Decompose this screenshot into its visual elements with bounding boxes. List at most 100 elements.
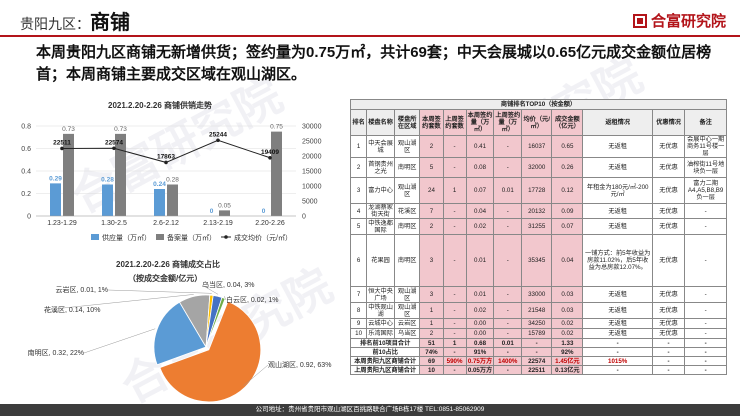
table-row: 8 中铁观山湖 观山湖区 1-0.02-21548 0.03 无返租 无优惠 - xyxy=(349,302,727,319)
table-cell: - xyxy=(684,302,727,319)
table-cell: 8 xyxy=(349,302,368,319)
legend-label: 备案量（万㎡） xyxy=(167,233,216,242)
supply-bar-label: 0 xyxy=(210,208,214,215)
category-label: 商铺 xyxy=(90,12,130,34)
summary-cell: - xyxy=(684,356,727,366)
table-cell: - xyxy=(493,302,523,319)
table-header-cell: 成交金额（亿元） xyxy=(551,109,584,136)
x-tick-label: 1.23-1.29 xyxy=(47,220,77,227)
summary-cell: 1.33 xyxy=(551,338,584,348)
record-bar xyxy=(219,210,230,216)
record-bar-label: 0.73 xyxy=(62,126,75,133)
price-point xyxy=(60,146,64,151)
pie-slice-label: 观山湖区, 0.92, 63% xyxy=(268,360,331,369)
supply-bar xyxy=(50,183,61,216)
table-cell: 中铁观山湖 xyxy=(366,302,395,319)
table-header-cell: 排名 xyxy=(349,109,368,136)
table-cell: - xyxy=(493,318,523,329)
x-tick-label: 2.13-2.19 xyxy=(203,220,233,227)
table-cell: 观山湖区 xyxy=(393,177,421,204)
supply-sales-chart: 2021.2.20-2.26 商铺供销走势 0 0.2 0.4 0.6 0.8 0 5000 1… xyxy=(21,100,322,242)
table-header-cell: 楼盘名称 xyxy=(366,109,395,136)
x-tick-label: 2.6-2.12 xyxy=(153,220,179,227)
table-cell: 31255 xyxy=(521,218,553,235)
table-cell: 一铺方式：前5年收益为房款11.02%，后5年收益为总房款12.07%。 xyxy=(582,234,653,287)
table-row: 6 花果园 南明区 3-0.01-35345 0.04 一铺方式：前5年收益为房款11.0… xyxy=(349,234,727,287)
summary-cell: 590% xyxy=(442,356,467,366)
table-cell: 无优惠 xyxy=(651,234,686,287)
summary-cell: 91% xyxy=(465,347,495,357)
summary-cell: - xyxy=(684,347,727,357)
table-cell: 云岩区 xyxy=(393,318,421,329)
table-cell: 3 xyxy=(419,234,444,287)
summary-cell: 0.75万方 xyxy=(465,356,495,366)
right-tick-label: 30000 xyxy=(302,124,322,131)
table-cell: 观山湖区 xyxy=(393,302,421,319)
price-point-label: 22574 xyxy=(105,139,123,146)
summary-cell: - xyxy=(521,347,553,357)
table-header-cell: 优惠情况 xyxy=(651,109,686,136)
table-cell: 无优惠 xyxy=(651,177,686,204)
summary-cell: 92% xyxy=(551,347,584,357)
price-point-label: 19409 xyxy=(261,149,279,156)
table-header-cell: 均价（元/㎡） xyxy=(521,109,553,136)
table-cell: 0.03 xyxy=(551,302,584,319)
table-cell: 1 xyxy=(442,177,467,204)
summary-cell: - xyxy=(442,347,467,357)
table-cell: 南明区 xyxy=(393,234,421,287)
page-title: 贵阳九区：商铺 xyxy=(20,6,130,35)
table-cell: 0.02 xyxy=(551,318,584,329)
table-header-cell: 本周签约套数 xyxy=(419,109,444,136)
table-row: 7 恒大中央广场 观山湖区 3-0.01-33000 0.03 无返租 无优惠 - xyxy=(349,286,727,303)
table-cell: 无优惠 xyxy=(651,318,686,329)
summary-cell: - xyxy=(582,338,653,348)
record-bar-label: 0.73 xyxy=(114,126,127,133)
summary-label: 排名前10项目合计 xyxy=(349,338,421,348)
chart-title: 2021.2.20-2.26 商铺供销走势 xyxy=(108,100,212,110)
table-cell: 乐湾国际 xyxy=(366,328,395,339)
table-cell: - xyxy=(684,318,727,329)
table-cell: 0.03 xyxy=(551,286,584,303)
table-row: 2 首钢贵州之光 南明区 5-0.08-32000 0.26 无返租 无优惠 油榨街11号地块… xyxy=(349,157,727,178)
table-cell: - xyxy=(493,157,523,178)
table-cell: - xyxy=(442,318,467,329)
summary-cell: 69 xyxy=(419,356,444,366)
table-row: 10 乐湾国际 乌当区 2-0.00-15789 0.02 无返租 无优惠 - xyxy=(349,328,727,339)
chart-title: 2021.2.20-2.26 商铺成交占比 xyxy=(116,259,220,269)
table-row: 4 龙湖蔡家街天街 花溪区 7-0.04-20132 0.09 无返租 无优惠 - xyxy=(349,203,727,219)
table-cell: - xyxy=(684,203,727,219)
right-tick-label: 0 xyxy=(302,214,306,221)
table-header-cell: 备注 xyxy=(684,109,727,136)
table-cell: 无返租 xyxy=(582,218,653,235)
table-cell: 无返租 xyxy=(582,203,653,219)
table-cell: 0.04 xyxy=(551,234,584,287)
table-cell: - xyxy=(442,135,467,158)
table-cell: 富力中心 xyxy=(366,177,395,204)
chart-subtitle: （按成交金额/亿元） xyxy=(128,273,202,283)
table-cell: - xyxy=(684,328,727,339)
legend-swatch xyxy=(91,234,99,240)
legend-swatch xyxy=(156,234,164,240)
summary-cell: 1.45亿元 xyxy=(551,356,584,366)
table-cell: 3 xyxy=(419,286,444,303)
table-cell: 0.41 xyxy=(465,135,495,158)
table-cell: 无优惠 xyxy=(651,203,686,219)
table-cell: 中铁逸都国际 xyxy=(366,218,395,235)
summary-cell: 74% xyxy=(419,347,444,357)
table-cell: 0.01 xyxy=(493,177,523,204)
pie-leader-line xyxy=(83,328,156,354)
summary-cell: 1400% xyxy=(493,356,523,366)
table-cell: 3 xyxy=(349,177,368,204)
table-cell: - xyxy=(684,286,727,303)
table-cell: 0.01 xyxy=(465,234,495,287)
table-cell: 0.01 xyxy=(465,286,495,303)
table-cell: 会展中心一期商务11号楼一层 xyxy=(684,135,727,158)
supply-bar-label: 0.29 xyxy=(49,175,62,182)
table-cell: 2 xyxy=(419,135,444,158)
left-tick-label: 0.8 xyxy=(21,124,31,131)
table-cell: 0.00 xyxy=(465,318,495,329)
summary-cell: 10 xyxy=(419,365,444,375)
table-row: 3 富力中心 观山湖区 24 1 0.07 0.01 17728 0.12 年租金为180元/㎡-… xyxy=(349,177,727,204)
table-cell: - xyxy=(493,203,523,219)
pie-leader-line xyxy=(107,289,212,294)
